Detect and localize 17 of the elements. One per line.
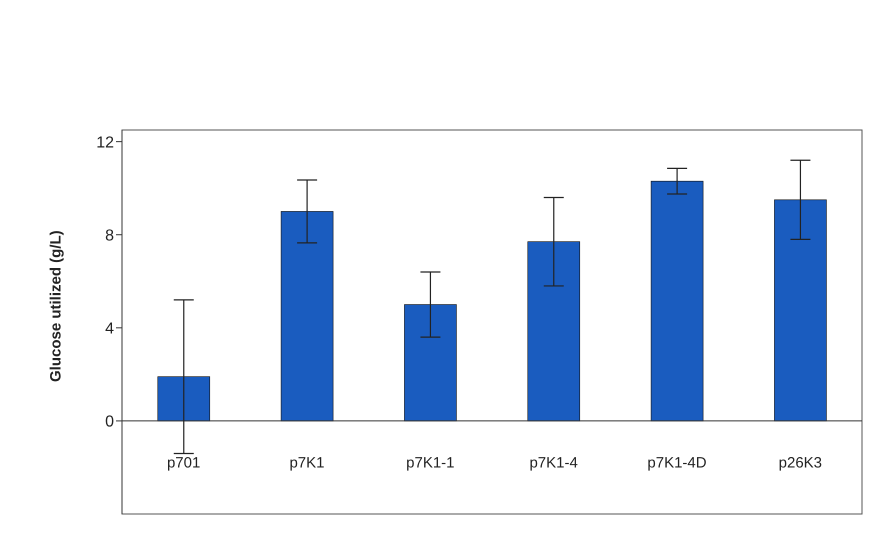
bar [280, 211, 334, 422]
y-tick-label: 4 [105, 320, 114, 338]
x-tick-label: p7K1-1 [406, 454, 455, 472]
x-tick-label: p7K1-4D [647, 454, 707, 472]
y-tick-label: 0 [105, 414, 114, 431]
bar [650, 180, 704, 422]
bar [774, 200, 827, 422]
bar [527, 241, 580, 422]
bar [404, 304, 457, 422]
x-tick-label: p7K1-4 [529, 454, 578, 472]
x-tick-label: p26K3 [778, 454, 822, 472]
bar [157, 376, 210, 422]
y-tick-label: 8 [105, 227, 114, 244]
y-tick-label: 12 [96, 134, 114, 152]
x-tick-label: p701 [166, 454, 200, 472]
x-tick-label: p7K1 [289, 454, 325, 472]
y-axis-title: Glucose utilized (g/L) [47, 230, 64, 382]
